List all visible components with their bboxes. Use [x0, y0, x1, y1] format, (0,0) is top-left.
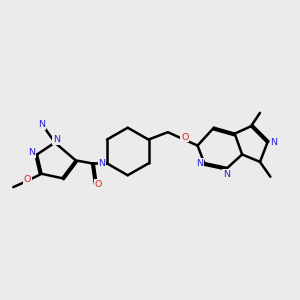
Text: N: N — [98, 159, 105, 168]
Text: N: N — [270, 138, 278, 147]
Text: N: N — [53, 135, 60, 144]
Text: O: O — [95, 180, 102, 189]
Text: O: O — [181, 133, 188, 142]
Text: O: O — [24, 175, 31, 184]
Text: N: N — [39, 120, 46, 129]
Text: N: N — [223, 170, 230, 179]
Text: N: N — [28, 148, 35, 158]
Text: N: N — [196, 159, 203, 168]
